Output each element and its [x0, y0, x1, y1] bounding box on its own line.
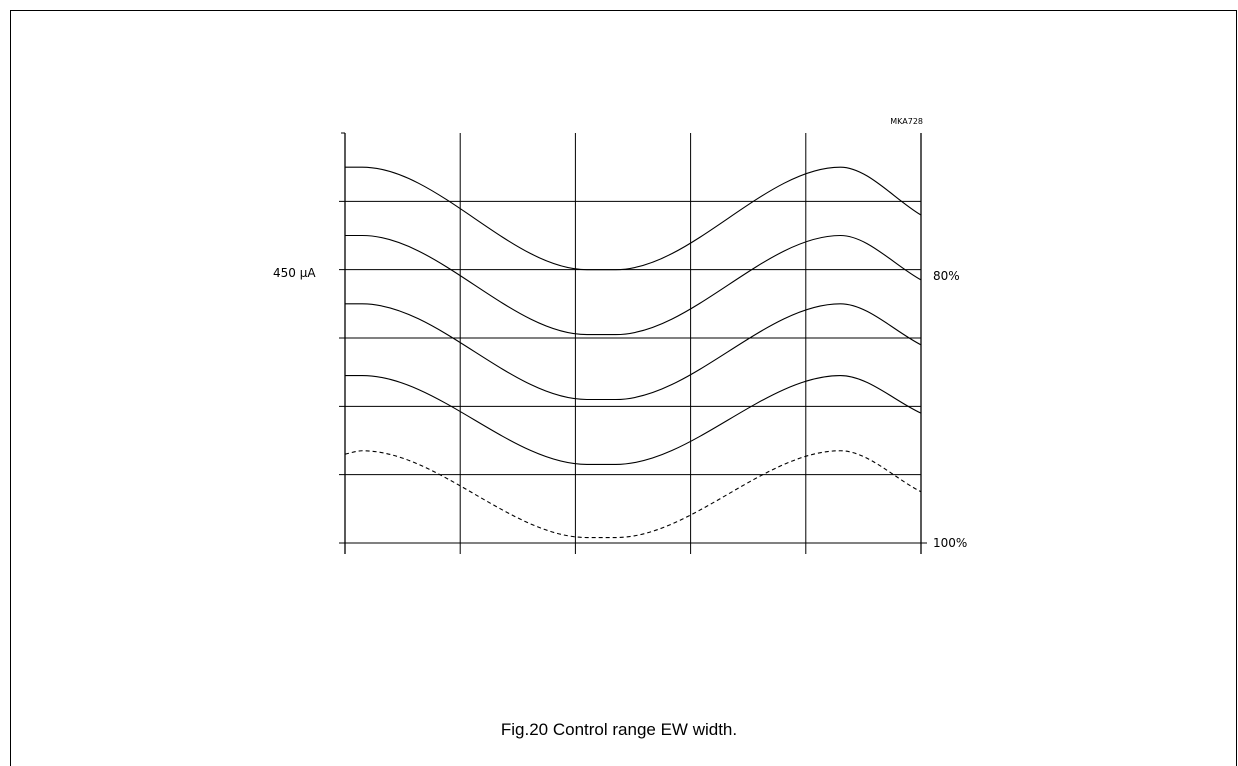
page-frame [10, 10, 1237, 766]
marker-label-80-percent: 80% [933, 269, 960, 283]
chart-labels: MKA728 450 µA 80% 100% [273, 117, 967, 550]
marker-label-100-percent: 100% [933, 536, 967, 550]
figure-caption: Fig.20 Control range EW width. [500, 720, 738, 739]
curve-1 [345, 166, 922, 271]
curve-5-dashed [344, 450, 922, 539]
figure-code: MKA728 [890, 117, 923, 126]
curve-3 [344, 303, 922, 401]
marker-label-450ua: 450 µA [273, 266, 316, 280]
chart-curves [344, 166, 922, 539]
curve-2 [345, 234, 922, 336]
curve-4 [345, 375, 922, 465]
chart-grid [339, 132, 927, 554]
